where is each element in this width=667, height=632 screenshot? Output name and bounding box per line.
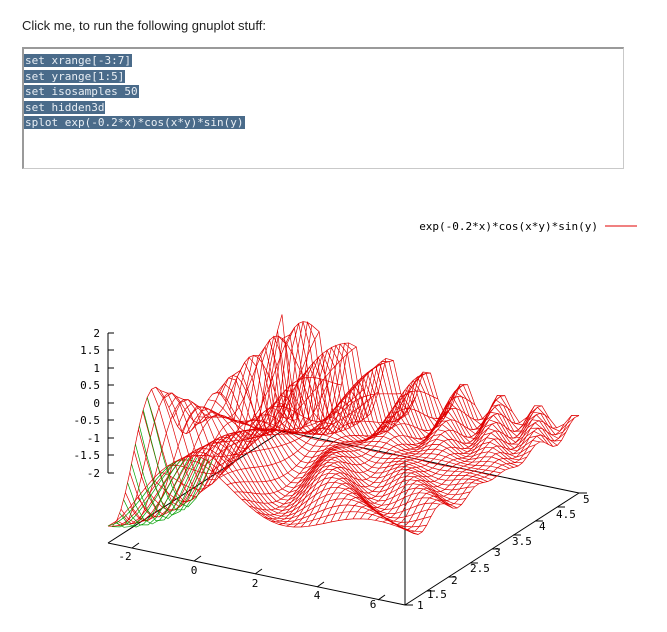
surface-underside-line [127, 457, 194, 525]
code-line: splot exp(-0.2*x)*cos(x*y)*sin(y) [24, 116, 245, 129]
z-tick-label: -1.5 [74, 449, 101, 462]
surface-line-y [160, 390, 458, 509]
y-tick-label: 1.5 [427, 588, 447, 601]
y-tick-label: 2.5 [470, 562, 490, 575]
x-tick-label: 0 [191, 564, 198, 577]
surface-line-y [155, 387, 454, 509]
x-tick-label: 6 [370, 598, 377, 611]
y-tick-label: 2 [451, 574, 458, 587]
surface-line-y [208, 399, 506, 471]
y-tick-label: 3 [494, 546, 501, 559]
surface-line-y [199, 416, 497, 477]
surface-line-y [142, 411, 440, 515]
y-tick-label: 4.5 [556, 508, 576, 521]
code-line: set isosamples 50 [24, 85, 139, 98]
surface-underside-line [135, 444, 202, 519]
legend-label: exp(-0.2*x)*cos(x*y)*sin(y) [419, 220, 598, 233]
surface-line-y [138, 429, 436, 519]
surface-line-y [181, 406, 479, 486]
x-tick-label: 2 [252, 577, 259, 590]
z-tick-label: -2 [87, 467, 100, 480]
z-tick-label: 0 [93, 397, 100, 410]
intro-text[interactable]: Click me, to run the following gnuplot s… [22, 18, 266, 33]
surface-underside-line [131, 457, 198, 522]
code-line: set yrange[1:5] [24, 69, 126, 83]
surface-line-y [177, 401, 475, 491]
surface-line-y [151, 389, 449, 507]
surface-line-y [272, 321, 571, 436]
surface-line-y [116, 451, 414, 534]
surface-underside-line [115, 459, 182, 528]
surface-line-y [107, 459, 406, 530]
surface-line-y [251, 335, 549, 445]
base-box [107, 430, 580, 606]
z-tick-label: 2 [93, 327, 100, 340]
surface-underside-line [111, 460, 178, 528]
y-tick-label: 3.5 [512, 535, 532, 548]
surface-mesh [107, 314, 580, 535]
gnuplot-3d-plot: exp(-0.2*x)*cos(x*y)*sin(y) 2 1.5 1 0.5 … [74, 220, 637, 612]
z-axis-ticks: 2 1.5 1 0.5 0 -0.5 -1 -1.5 -2 [74, 327, 114, 480]
surface-line-y [190, 411, 488, 482]
surface-line-y [246, 339, 545, 449]
code-line: set hidden3d [24, 100, 106, 114]
code-line: set xrange[-3:7] [24, 54, 132, 67]
gnuplot-code-textarea[interactable]: set xrange[-3:7] set yrange[1:5] set iso… [22, 47, 624, 169]
surface-line-y [225, 369, 523, 464]
surface-line-y [146, 397, 445, 510]
y-tick-label: 5 [583, 493, 590, 506]
surface-line-y [259, 334, 558, 446]
surface-line-y [203, 407, 501, 474]
z-tick-label: 0.5 [80, 379, 100, 392]
surface-line-y [112, 455, 410, 532]
z-tick-label: 1.5 [80, 344, 100, 357]
surface-underside-line [107, 462, 174, 527]
x-tick-label: 4 [314, 589, 321, 602]
z-tick-label: -0.5 [74, 414, 101, 427]
surface-line-x [330, 395, 505, 523]
y-tick-label: 1 [417, 599, 424, 612]
surface-underside-line [119, 458, 186, 528]
surface-line-y [164, 392, 462, 505]
surface-line-y [268, 323, 567, 439]
z-tick-label: -1 [87, 432, 100, 445]
surface-underside-line [146, 397, 213, 508]
surface-underside-line [123, 457, 190, 526]
y-axis-ticks: 1 1.5 2 2.5 3 3.5 4 4.5 5 [405, 492, 590, 612]
surface-underside-line [138, 425, 206, 516]
surface-line-y [212, 391, 510, 469]
surface-line-y [194, 414, 493, 481]
x-tick-label: -2 [118, 550, 131, 563]
x-axis-ticks: -2 0 2 4 6 [118, 542, 386, 611]
y-tick-label: 4 [539, 520, 546, 533]
surface-line-y [125, 444, 423, 533]
z-tick-label: 1 [93, 362, 100, 375]
surface-line-y [264, 326, 562, 442]
surface-underside-line [142, 409, 209, 511]
